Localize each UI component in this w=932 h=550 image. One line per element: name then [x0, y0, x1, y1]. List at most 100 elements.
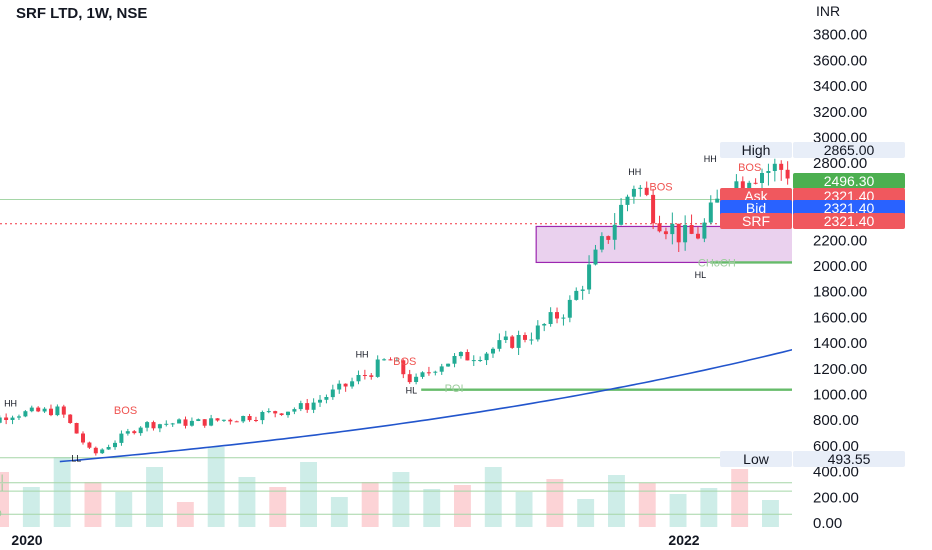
candle-body: [183, 419, 188, 426]
candle-body: [61, 406, 66, 415]
candle-body: [298, 403, 303, 410]
low-value: 493.55: [793, 451, 905, 467]
bid-label: Bid: [720, 200, 792, 216]
candle-body: [484, 353, 489, 361]
structure-label: HL: [695, 270, 707, 280]
currency-label: INR: [816, 3, 841, 19]
y-tick-label: 1800.00: [813, 284, 867, 301]
candle-body: [683, 225, 688, 243]
volume-bar: [361, 482, 379, 527]
candle-body: [189, 420, 194, 426]
candle-body: [491, 348, 495, 354]
high-value: 2865.00: [793, 142, 905, 158]
candle-body: [119, 433, 124, 443]
candle-body: [132, 431, 137, 434]
candle-body: [369, 375, 374, 377]
candle-body: [471, 360, 476, 362]
y-tick-label: 600.00: [813, 438, 859, 455]
candle-body: [151, 422, 156, 429]
candle-body: [4, 417, 9, 420]
candle-body: [17, 416, 21, 418]
candle-body: [74, 423, 79, 434]
y-tick-label: 0.00: [813, 515, 842, 532]
candle-body: [478, 360, 483, 361]
candle-body: [279, 413, 284, 415]
y-tick-label: 200.00: [813, 489, 859, 506]
structure-label: HH: [628, 167, 641, 177]
bos-label: BOS: [114, 405, 137, 417]
volume-bar: [669, 494, 687, 527]
candle-body: [523, 335, 527, 340]
candle-body: [663, 231, 668, 235]
last-price-tag: 2496.30: [793, 173, 905, 189]
volume-bar: [577, 499, 595, 527]
candle-body: [426, 372, 431, 374]
y-tick-label: 2800.00: [813, 155, 867, 172]
candle-body: [266, 411, 271, 413]
candle-body: [362, 375, 367, 376]
candle-body: [311, 402, 316, 410]
candle-body: [772, 163, 777, 171]
volume-bar: [638, 483, 656, 527]
candle-body: [81, 433, 85, 443]
candle-body: [612, 224, 617, 240]
volume-bar: [269, 487, 287, 527]
candle-body: [708, 202, 713, 223]
y-tick-label: 2000.00: [813, 258, 867, 275]
candle-body: [350, 381, 355, 387]
candle-body: [23, 411, 28, 417]
candle-body: [93, 447, 98, 454]
candle-body: [574, 290, 579, 300]
candle-body: [740, 181, 745, 190]
candle-body: [125, 431, 130, 434]
volume-bar: [0, 472, 9, 527]
candle-body: [657, 223, 662, 232]
high-label: High: [720, 142, 792, 158]
candle-body: [382, 359, 387, 361]
candle-body: [593, 249, 598, 265]
low-label: Low: [720, 451, 792, 467]
candle-body: [356, 375, 361, 382]
volume-bar: [392, 472, 410, 527]
candle-body: [228, 419, 233, 422]
candle-body: [638, 187, 643, 189]
volume-bar: [700, 488, 718, 527]
y-tick-label: 1200.00: [813, 361, 867, 378]
candle-body: [439, 366, 444, 372]
candle-body: [702, 222, 707, 239]
candle-body: [55, 406, 60, 416]
candle-body: [286, 411, 290, 416]
y-tick-label: 3600.00: [813, 52, 867, 69]
candle-body: [215, 418, 220, 421]
candle-body: [753, 182, 758, 184]
candle-body: [715, 198, 720, 203]
candle-body: [394, 360, 399, 362]
candle-body: [676, 223, 681, 243]
volume-bar: [300, 462, 317, 527]
candle-body: [785, 169, 790, 179]
candle-body: [401, 360, 406, 375]
y-tick-label: 3800.00: [813, 27, 867, 44]
candle-body: [177, 419, 182, 424]
candle-body: [561, 317, 566, 319]
structure-label: LL: [71, 454, 81, 464]
candle-body: [196, 419, 201, 421]
volume-bar: [454, 485, 471, 527]
candle-body: [318, 399, 322, 403]
candle-body: [170, 423, 175, 425]
candle-body: [324, 397, 329, 400]
candle-body: [529, 339, 534, 341]
candle-body: [567, 299, 572, 318]
candle-body: [516, 335, 521, 348]
candle-body: [273, 411, 278, 414]
candle-body: [68, 414, 73, 423]
bos-label: BOS: [738, 162, 761, 174]
candle-body: [420, 372, 425, 377]
structure-label: HH: [4, 398, 17, 408]
y-tick-label: 800.00: [813, 412, 859, 429]
candle-body: [503, 336, 508, 340]
symbol-label: SRF: [720, 213, 792, 229]
volume-bar: [515, 492, 533, 527]
bid-value: 2321.40: [793, 200, 905, 216]
